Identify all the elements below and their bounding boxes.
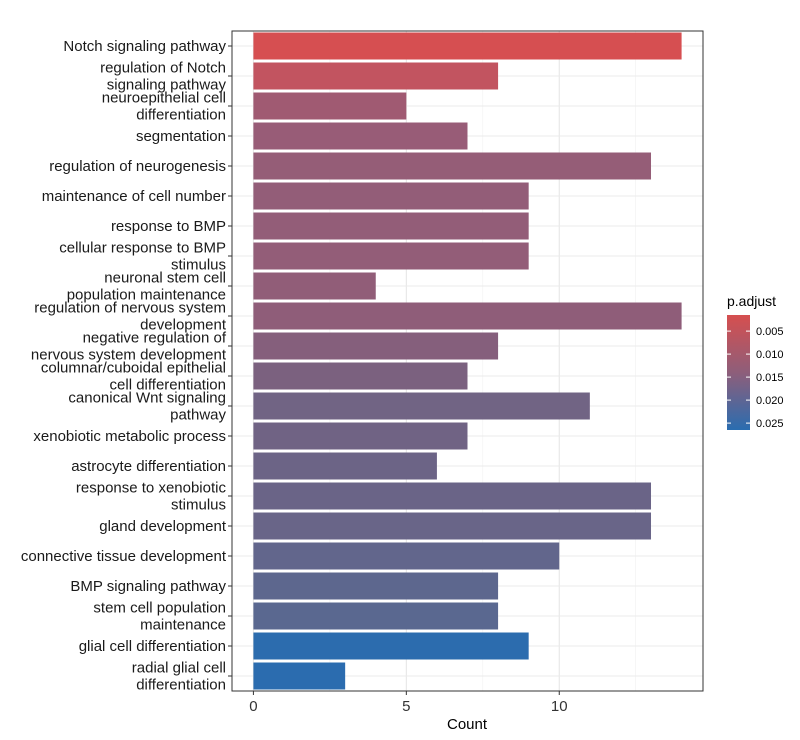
- category-label: regulation of Notch signaling pathway: [100, 60, 226, 94]
- category-label: xenobiotic metabolic process: [33, 428, 226, 445]
- bar: [253, 62, 499, 90]
- bar: [253, 272, 376, 300]
- bar: [253, 182, 529, 210]
- legend-ticks: 0.005 0.010 0.015 0.020 0.025: [727, 326, 784, 430]
- x-axis-title: Count: [447, 716, 488, 733]
- category-label: stem cell population maintenance: [93, 600, 226, 634]
- category-label: regulation of nervous system development: [34, 300, 227, 334]
- bar: [253, 212, 529, 240]
- category-label: glial cell differentiation: [79, 638, 226, 655]
- bar: [253, 92, 407, 120]
- bar: [253, 602, 499, 630]
- bar: [253, 422, 468, 450]
- legend-title: p.adjust: [727, 293, 776, 309]
- category-label: response to BMP: [111, 218, 226, 235]
- bar: [253, 572, 499, 600]
- bar: [253, 632, 529, 660]
- x-tick-label: 0: [249, 698, 257, 715]
- category-label: canonical Wnt signaling pathway: [68, 390, 226, 424]
- legend-colorbar: [727, 315, 750, 430]
- category-label: segmentation: [136, 128, 226, 145]
- category-label: connective tissue development: [21, 548, 227, 565]
- bar: [253, 482, 652, 510]
- x-tick-label: 5: [402, 698, 410, 715]
- category-label: negative regulation of nervous system dev…: [31, 330, 227, 364]
- bar: [253, 452, 437, 480]
- category-label: cellular response to BMP stimulus: [59, 240, 226, 274]
- category-label: radial glial cell differentiation: [132, 660, 226, 694]
- bar: [253, 242, 529, 270]
- category-label: BMP signaling pathway: [70, 578, 226, 595]
- legend-tick-label: 0.015: [756, 372, 784, 384]
- bar: [253, 152, 652, 180]
- legend-tick-label: 0.005: [756, 326, 784, 338]
- legend: p.adjust 0.005 0.010 0.015 0.020 0.025: [727, 293, 784, 430]
- bar: [253, 392, 590, 420]
- category-label: gland development: [99, 518, 227, 535]
- category-label: regulation of neurogenesis: [49, 158, 226, 175]
- category-labels: Notch signaling pathway regulation of Not…: [21, 38, 232, 694]
- legend-tick-label: 0.025: [756, 418, 784, 430]
- bar: [253, 512, 652, 540]
- plot-border: [231, 30, 704, 692]
- bar: [253, 122, 468, 150]
- bar: [253, 542, 560, 570]
- legend-tick-label: 0.020: [756, 395, 784, 407]
- x-tick-label: 10: [551, 698, 568, 715]
- x-axis-ticks: 0 5 10: [249, 691, 568, 715]
- category-label: response to xenobiotic stimulus: [76, 480, 227, 514]
- category-label: astrocyte differentiation: [71, 458, 226, 475]
- bars: [253, 32, 682, 690]
- category-label: neuronal stem cell population maintenance: [67, 270, 226, 304]
- category-label: neuroepithelial cell differentiation: [102, 90, 226, 124]
- bar: [253, 332, 499, 360]
- category-label: Notch signaling pathway: [63, 38, 226, 55]
- bar: [253, 302, 682, 330]
- bar: [253, 362, 468, 390]
- legend-tick-label: 0.010: [756, 349, 784, 361]
- bar: [253, 662, 346, 690]
- category-label: columnar/cuboidal epithelial cell differe…: [41, 360, 226, 394]
- bar: [253, 32, 682, 60]
- category-label: maintenance of cell number: [42, 188, 226, 205]
